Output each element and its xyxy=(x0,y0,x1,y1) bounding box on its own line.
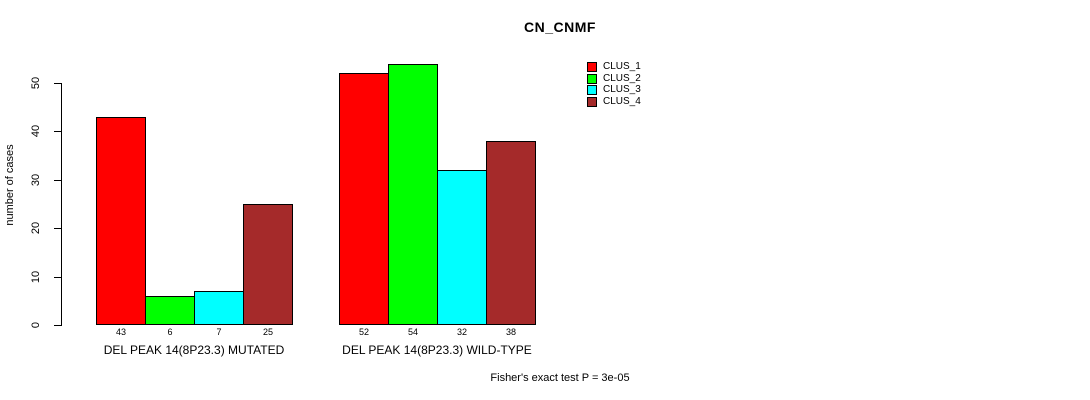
y-axis-tick xyxy=(54,325,61,326)
legend-label: CLUS_2 xyxy=(603,72,641,84)
y-axis-tick xyxy=(54,179,61,181)
bar-clus_2-group1 xyxy=(145,296,195,325)
legend-label: CLUS_4 xyxy=(603,95,641,107)
y-axis-label: number of cases xyxy=(4,144,16,226)
bar-clus_2-group2 xyxy=(388,64,438,325)
bar-clus_4-group1 xyxy=(243,204,293,325)
y-axis-tick-label: 30 xyxy=(30,173,42,186)
bar-value-label: 54 xyxy=(407,327,418,337)
y-axis-tick-label: 0 xyxy=(30,321,42,329)
y-axis-line xyxy=(61,83,62,326)
bar-value-label: 52 xyxy=(358,327,369,337)
chart-title: CN_CNMF xyxy=(524,19,596,35)
legend-item-clus_3: CLUS_3 xyxy=(587,85,641,95)
y-axis-tick xyxy=(54,276,61,278)
y-axis-tick-label: 50 xyxy=(30,76,42,90)
bar-clus_1-group2 xyxy=(339,73,389,325)
y-axis-tick xyxy=(54,83,61,84)
legend-swatch-clus_1 xyxy=(587,62,597,72)
bar-clus_3-group1 xyxy=(194,291,244,325)
y-axis-tick xyxy=(54,228,61,230)
legend-item-clus_4: CLUS_4 xyxy=(587,95,641,107)
stat-annotation: Fisher's exact test P = 3e-05 xyxy=(490,372,630,384)
bar-value-label: 38 xyxy=(505,327,516,337)
bar-clus_3-group2 xyxy=(437,170,487,325)
x-axis-group-label: DEL PEAK 14(8P23.3) MUTATED xyxy=(103,343,285,357)
y-axis-tick-label: 40 xyxy=(30,125,42,138)
legend-label: CLUS_1 xyxy=(603,61,641,72)
y-axis-tick xyxy=(54,131,61,133)
bar-value-label: 25 xyxy=(262,327,273,337)
legend-item-clus_1: CLUS_1 xyxy=(587,62,641,72)
legend: CLUS_1 CLUS_2 CLUS_3 CLUS_4 xyxy=(587,62,641,108)
bar-value-label: 32 xyxy=(456,327,467,337)
bar-value-label: 43 xyxy=(115,327,126,337)
bar-clus_1-group1 xyxy=(96,117,146,325)
legend-swatch-clus_2 xyxy=(587,73,597,84)
bar-value-label: 6 xyxy=(167,327,173,337)
legend-swatch-clus_3 xyxy=(587,85,597,95)
y-axis-tick-label: 20 xyxy=(30,222,42,235)
y-axis-tick-label: 10 xyxy=(30,270,42,283)
legend-swatch-clus_4 xyxy=(587,96,597,107)
legend-item-clus_2: CLUS_2 xyxy=(587,72,641,84)
bar-value-label: 7 xyxy=(216,327,222,337)
x-axis-group-label: DEL PEAK 14(8P23.3) WILD-TYPE xyxy=(342,343,532,357)
bar-clus_4-group2 xyxy=(486,141,536,325)
legend-label: CLUS_3 xyxy=(603,84,641,95)
